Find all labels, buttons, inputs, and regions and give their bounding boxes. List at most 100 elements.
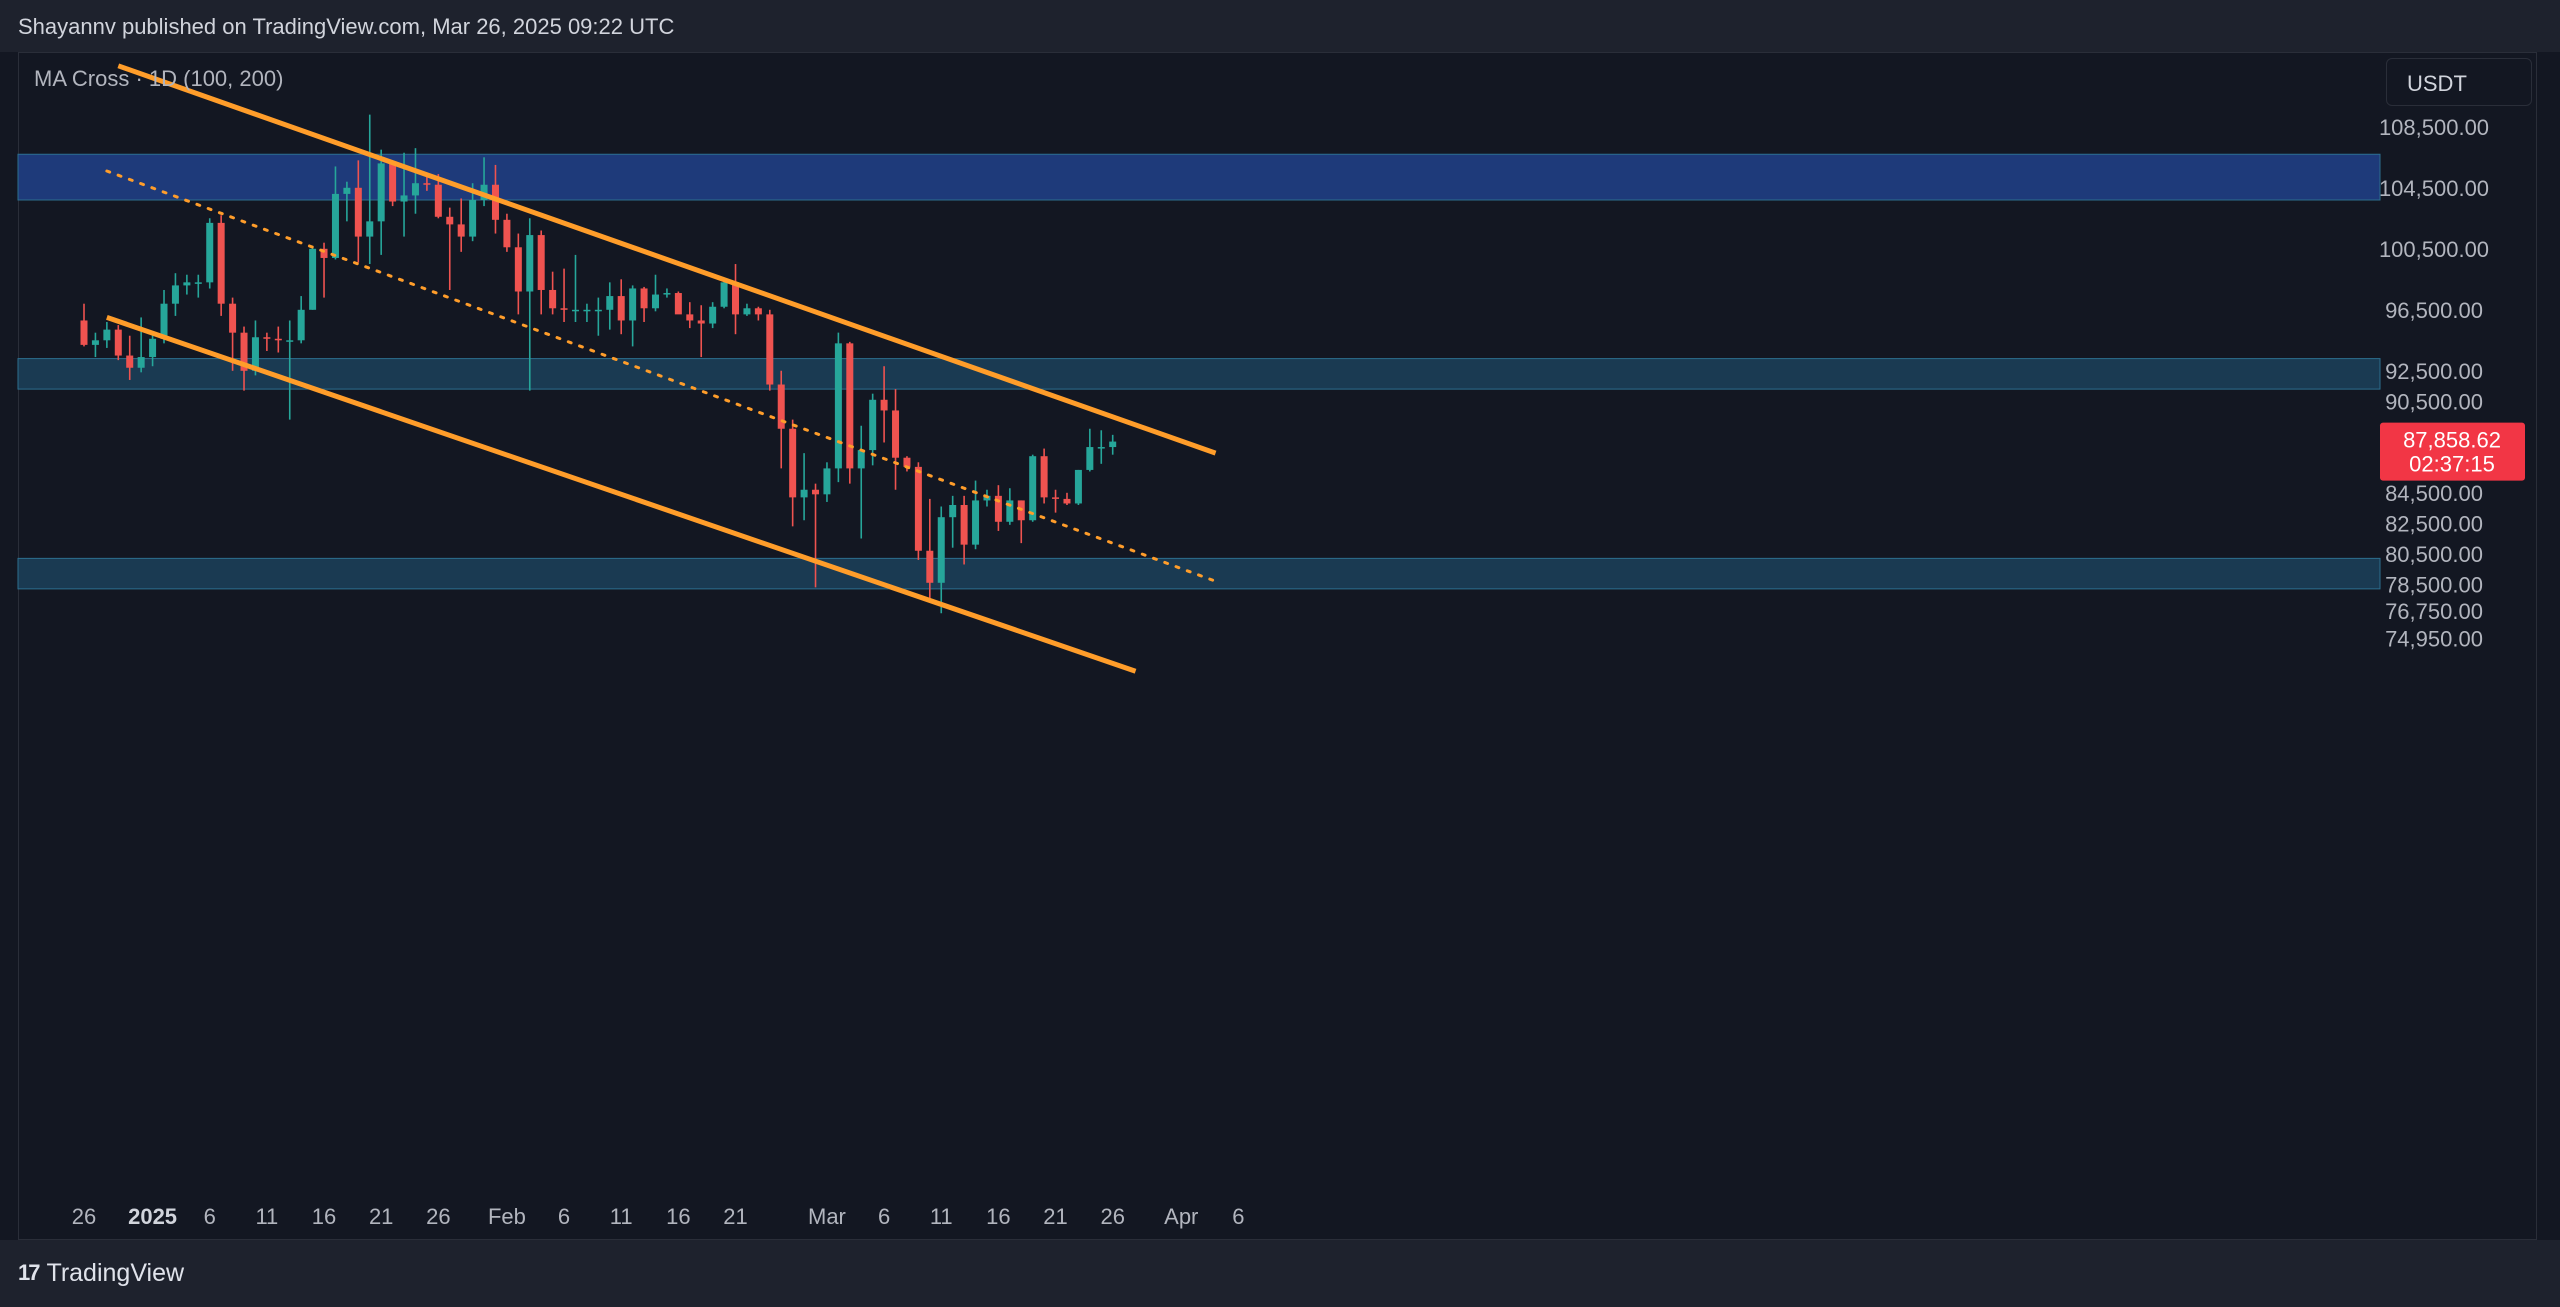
candle (183, 274, 191, 295)
last-price-tag: 87,858.62 02:37:15 (2380, 422, 2525, 481)
candle (526, 218, 534, 391)
candle (812, 483, 820, 588)
candle-body (629, 288, 637, 321)
candle (126, 335, 134, 380)
indicator-legend[interactable]: MA Cross · 1D (100, 200) (34, 66, 284, 91)
candle-body (400, 195, 408, 202)
candle-body (652, 294, 659, 309)
trend-line-channel-upper[interactable] (117, 63, 1217, 456)
candle-body (743, 308, 751, 315)
candle (686, 302, 694, 329)
candle (914, 462, 922, 560)
candle-body (583, 309, 591, 312)
candle (1052, 489, 1060, 513)
zone-supply (17, 153, 2381, 201)
candle-body (1109, 441, 1117, 448)
currency-button[interactable]: USDT (2386, 58, 2532, 106)
candle (366, 114, 374, 265)
candle (880, 366, 888, 443)
candle (537, 230, 545, 315)
candle (263, 332, 271, 351)
candle (606, 282, 614, 330)
candle (697, 305, 705, 358)
candle (297, 296, 305, 344)
candle (331, 166, 339, 260)
candle-body (754, 308, 762, 315)
price-axis[interactable]: 108,500.00 104,500.00 100,500.00 96,500.00 9… (2379, 115, 2489, 652)
candle-body (251, 337, 259, 371)
candle (732, 264, 740, 335)
y-tick-label: 92,500.00 (2385, 359, 2483, 384)
candle-body (937, 517, 945, 583)
candle (960, 495, 968, 565)
candle (926, 498, 934, 600)
candle-body (263, 337, 271, 339)
last-price-value: 87,858.62 (2403, 428, 2501, 453)
candle (743, 303, 751, 316)
x-tick-label: 16 (986, 1204, 1010, 1229)
candle-body (240, 332, 248, 371)
candle-body (423, 183, 431, 185)
candle-body (960, 505, 968, 545)
candle (663, 288, 671, 298)
trend-line-channel-lower[interactable] (106, 315, 1137, 674)
candle-body (446, 216, 454, 225)
candle (857, 425, 865, 539)
x-tick-label: 26 (1100, 1204, 1124, 1229)
attribution-text: Shayannv published on TradingView.com, M… (18, 14, 675, 39)
candle-body (126, 355, 134, 368)
candle-body (149, 338, 157, 358)
attribution-bar: Shayannv published on TradingView.com, M… (0, 0, 2560, 52)
candle-body (732, 282, 740, 315)
candle (411, 148, 419, 214)
candle-body (914, 466, 922, 551)
candle-body (789, 428, 797, 498)
candle-body (309, 248, 317, 310)
time-axis[interactable]: 26 2025 6 11 16 21 26 Feb 6 11 16 21 Mar 6 11 16 21 26 Apr… (72, 1204, 1245, 1229)
candle (892, 389, 900, 490)
candle-body (491, 184, 499, 220)
candle (789, 419, 797, 527)
candle (217, 215, 225, 316)
candle-body (137, 357, 145, 368)
candle-body (972, 500, 980, 545)
candle-body (560, 308, 568, 310)
y-tick-label: 84,500.00 (2385, 481, 2483, 506)
candle-body (537, 235, 545, 290)
trend-line-channel-mid[interactable] (105, 169, 1218, 583)
x-tick-label: 2025 (128, 1204, 177, 1229)
tradingview-logo[interactable]: 17 TradingView (18, 1258, 184, 1288)
candle (1097, 430, 1105, 464)
candle (423, 175, 431, 191)
candle-body (1040, 456, 1048, 498)
candle-body (1074, 469, 1082, 504)
candle-body (857, 450, 865, 469)
candle (594, 297, 602, 336)
candle (823, 462, 831, 502)
candle-body (1063, 498, 1071, 504)
chart-pane[interactable] (18, 52, 2537, 1240)
candle (194, 274, 202, 298)
x-tick-label: 21 (723, 1204, 747, 1229)
candle-body (1029, 456, 1037, 521)
candle-body (297, 309, 305, 341)
candle (834, 332, 842, 483)
y-tick-label: 104,500.00 (2379, 176, 2489, 201)
x-tick-label: 6 (878, 1204, 890, 1229)
candle (137, 317, 145, 373)
x-tick-label: Apr (1164, 1204, 1198, 1229)
candle-body (389, 163, 397, 202)
y-tick-label: 82,500.00 (2385, 511, 2483, 536)
x-tick-label: 11 (255, 1204, 278, 1229)
candle (1029, 454, 1037, 522)
candle-body (720, 282, 728, 307)
candle-body (80, 320, 88, 345)
candle (457, 198, 465, 252)
tradingview-logo-icon: 17 (18, 1260, 41, 1285)
candle (80, 303, 88, 347)
candle-body (194, 282, 202, 284)
x-tick-label: 16 (312, 1204, 336, 1229)
candle-body (503, 219, 511, 248)
candle-body (846, 343, 854, 469)
